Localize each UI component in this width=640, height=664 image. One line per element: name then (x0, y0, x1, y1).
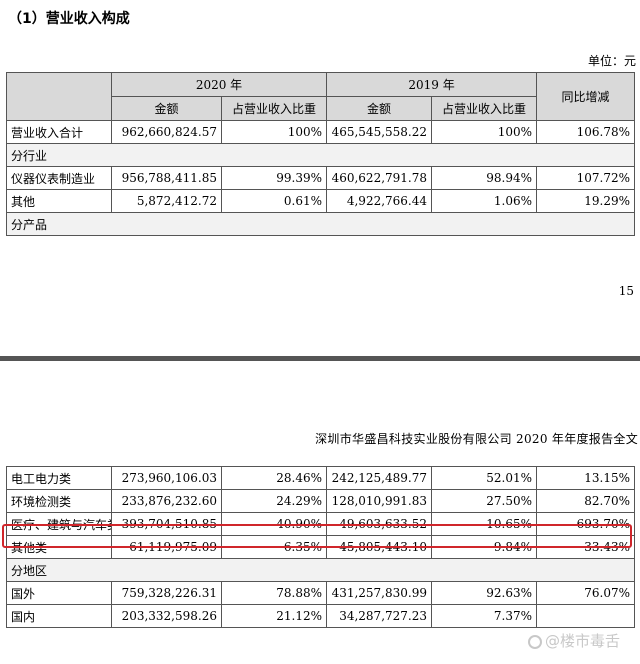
ratio-2019: 27.50% (431, 489, 537, 513)
section-label: 分地区 (6, 558, 635, 582)
section-title: （1）营业收入构成 (8, 11, 130, 27)
header-amount-2020: 金额 (111, 96, 222, 121)
amount-2019: 242,125,489.77 (326, 466, 432, 490)
amount-2019: 34,287,727.23 (326, 604, 432, 628)
table-row: 仪器仪表制造业 956,788,411.85 99.39% 460,622,79… (6, 166, 636, 190)
watermark: @楼市毒舌 (528, 630, 620, 651)
table-row: 营业收入合计 962,660,824.57 100% 465,545,558.2… (6, 120, 636, 144)
ratio-2020: 21.12% (221, 604, 327, 628)
ratio-2019: 98.94% (431, 166, 538, 190)
watermark-text: @楼市毒舌 (545, 632, 621, 650)
header-ratio-2019: 占营业收入比重 (431, 96, 538, 121)
page-divider (0, 356, 640, 361)
header-year-2020: 2020 年 (110, 72, 328, 97)
amount-2020: 273,960,106.03 (111, 466, 222, 490)
revenue-table-bottom: 电工电力类 273,960,106.03 28.46% 242,125,489.… (6, 466, 635, 628)
amount-2019: 128,010,991.83 (326, 489, 432, 513)
yoy-change: 13.15% (536, 466, 635, 490)
ratio-2020: 28.46% (221, 466, 327, 490)
header-ratio-2020: 占营业收入比重 (220, 96, 328, 121)
amount-2020: 5,872,412.72 (111, 189, 222, 213)
table-section-row: 分行业 (5, 143, 636, 167)
ratio-2020: 0.61% (220, 189, 328, 213)
running-header: 深圳市华盛昌科技实业股份有限公司 2020 年年度报告全文 (315, 432, 638, 446)
row-label: 其他 (6, 189, 112, 213)
row-label: 国内 (6, 604, 112, 628)
row-label: 营业收入合计 (6, 120, 112, 144)
header-year-2019: 2019 年 (326, 72, 538, 97)
table-section-row: 分地区 (6, 558, 635, 582)
watermark-logo-icon (528, 634, 542, 649)
ratio-2019: 52.01% (431, 466, 537, 490)
amount-2019: 431,257,830.99 (326, 581, 432, 605)
amount-2020: 962,660,824.57 (111, 120, 222, 144)
amount-2019: 460,622,791.78 (326, 166, 433, 190)
amount-2020: 233,876,232.60 (111, 489, 222, 513)
section-label: 分行业 (5, 143, 636, 167)
yoy-change: 106.78% (536, 120, 636, 144)
unit-label: 单位：元 (587, 54, 636, 68)
table-row: 国外 759,328,226.31 78.88% 431,257,830.99 … (6, 581, 635, 605)
highlight-box (2, 524, 632, 548)
row-label: 电工电力类 (6, 466, 112, 490)
row-label: 环境检测类 (6, 489, 112, 513)
header-amount-2019: 金额 (326, 96, 433, 121)
ratio-2019: 92.63% (431, 581, 537, 605)
row-label: 国外 (6, 581, 112, 605)
table-section-row: 分产品 (5, 212, 636, 236)
corner-cell (6, 72, 112, 121)
yoy-change: 76.07% (536, 581, 635, 605)
table-row: 环境检测类 233,876,232.60 24.29% 128,010,991.… (6, 489, 635, 513)
ratio-2020: 100% (220, 120, 328, 144)
row-label: 仪器仪表制造业 (6, 166, 112, 190)
amount-2020: 956,788,411.85 (111, 166, 222, 190)
yoy-change: 19.29% (536, 189, 636, 213)
ratio-2020: 78.88% (221, 581, 327, 605)
page-number: 15 (618, 284, 634, 298)
amount-2019: 4,922,766.44 (326, 189, 433, 213)
ratio-2019: 1.06% (431, 189, 538, 213)
yoy-change (536, 604, 635, 628)
ratio-2019: 100% (431, 120, 538, 144)
ratio-2019: 7.37% (431, 604, 537, 628)
table-row: 其他 5,872,412.72 0.61% 4,922,766.44 1.06%… (6, 189, 636, 213)
ratio-2020: 24.29% (221, 489, 327, 513)
amount-2019: 465,545,558.22 (326, 120, 433, 144)
section-label: 分产品 (5, 212, 636, 236)
ratio-2020: 99.39% (220, 166, 328, 190)
amount-2020: 203,332,598.26 (111, 604, 222, 628)
revenue-table-top: 2020 年 2019 年 同比增减 金额 占营业收入比重 金额 占营业收入比重… (5, 72, 636, 236)
table-row: 电工电力类 273,960,106.03 28.46% 242,125,489.… (6, 466, 635, 490)
table-row: 国内 203,332,598.26 21.12% 34,287,727.23 7… (6, 604, 635, 628)
yoy-change: 82.70% (536, 489, 635, 513)
amount-2020: 759,328,226.31 (111, 581, 222, 605)
yoy-change: 107.72% (536, 166, 636, 190)
header-yoy: 同比增减 (536, 72, 636, 121)
